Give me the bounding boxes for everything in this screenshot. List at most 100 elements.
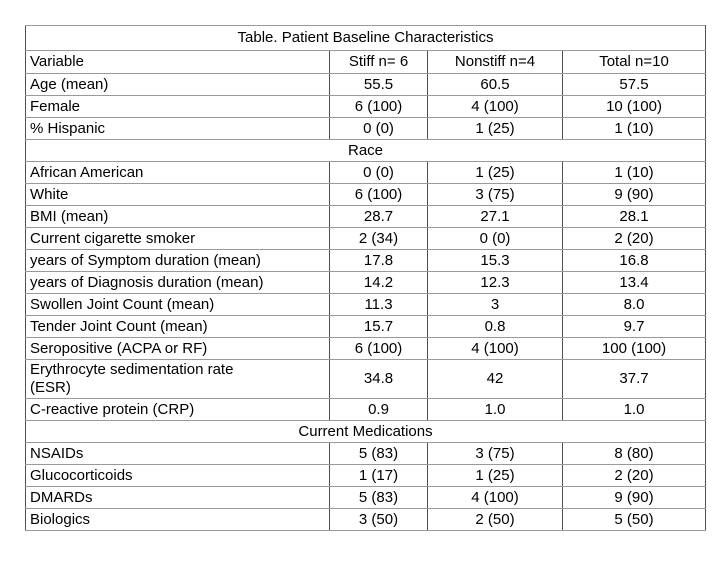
cell-value: 2 (20) (561, 227, 707, 250)
cell-value: 2 (34) (329, 227, 428, 250)
cell-value: 3 (75) (427, 442, 563, 465)
row-label: Female (25, 95, 330, 118)
cell-value: 9.7 (561, 315, 707, 338)
row-label: Swollen Joint Count (mean) (25, 293, 330, 316)
cell-value: 2 (50) (427, 508, 563, 531)
cell-value: 0.8 (427, 315, 563, 338)
cell-value: 60.5 (427, 73, 563, 96)
cell-value: 27.1 (427, 205, 563, 228)
table-head: Table. Patient Baseline Characteristics … (24, 25, 707, 74)
cell-value: 4 (100) (427, 337, 563, 360)
row-label: BMI (mean) (25, 205, 330, 228)
cell-value: 11.3 (329, 293, 428, 316)
cell-value: 34.8 (329, 359, 428, 399)
title-row: Table. Patient Baseline Characteristics (24, 25, 707, 51)
cell-value: 16.8 (561, 249, 707, 272)
cell-value: 15.7 (329, 315, 428, 338)
cell-value: 0 (0) (427, 227, 563, 250)
section-header: Current Medications (24, 420, 707, 443)
cell-value: 1 (25) (427, 161, 563, 184)
cell-value: 15.3 (427, 249, 563, 272)
table-row: C-reactive protein (CRP) 0.9 1.0 1.0 (25, 398, 707, 421)
table-row: Seropositive (ACPA or RF) 6 (100) 4 (100) 1… (25, 337, 707, 360)
cell-value: 1.0 (427, 398, 563, 421)
table-row: % Hispanic 0 (0) 1 (25) 1 (10) (25, 117, 707, 140)
cell-value: 1 (25) (427, 117, 563, 140)
cell-value: 14.2 (329, 271, 428, 294)
cell-value: 6 (100) (329, 95, 428, 118)
table-row: White 6 (100) 3 (75) 9 (90) (25, 183, 707, 206)
section-header: Race (24, 139, 707, 162)
cell-value: 1.0 (561, 398, 707, 421)
cell-value: 5 (83) (329, 442, 428, 465)
cell-value: 100 (100) (561, 337, 707, 360)
cell-value: 5 (83) (329, 486, 428, 509)
row-label: NSAIDs (25, 442, 330, 465)
cell-value: 6 (100) (329, 337, 428, 360)
table-row: Current cigarette smoker 2 (34) 0 (0) 2 (20… (25, 227, 707, 250)
cell-value: 28.1 (561, 205, 707, 228)
table-row: Erythrocyte sedimentation rate (ESR) 34.8… (25, 359, 707, 399)
cell-value: 4 (100) (427, 486, 563, 509)
table-row: DMARDs 5 (83) 4 (100) 9 (90) (25, 486, 707, 509)
table-row: Age (mean) 55.5 60.5 57.5 (25, 73, 707, 96)
table-row: Tender Joint Count (mean) 15.7 0.8 9.7 (25, 315, 707, 338)
row-label: African American (25, 161, 330, 184)
cell-value: 13.4 (561, 271, 707, 294)
table-row: Biologics 3 (50) 2 (50) 5 (50) (25, 508, 707, 531)
row-label: Age (mean) (25, 73, 330, 96)
row-label: White (25, 183, 330, 206)
row-label: Glucocorticoids (25, 464, 330, 487)
cell-value: 1 (10) (561, 117, 707, 140)
row-label: DMARDs (25, 486, 330, 509)
row-label: % Hispanic (25, 117, 330, 140)
cell-value: 9 (90) (561, 486, 707, 509)
cell-value: 1 (17) (329, 464, 428, 487)
section-row: Race (24, 139, 707, 162)
row-label: Erythrocyte sedimentation rate (ESR) (25, 359, 330, 399)
column-header: Total n=10 (561, 50, 707, 74)
cell-value: 55.5 (329, 73, 428, 96)
cell-value: 42 (427, 359, 563, 399)
table-body: Age (mean) 55.5 60.5 57.5 Female 6 (100) 4 (10… (24, 73, 707, 531)
table-row: years of Symptom duration (mean) 17.8 15.3… (25, 249, 707, 272)
cell-value: 3 (427, 293, 563, 316)
cell-value: 0 (0) (329, 161, 428, 184)
cell-value: 28.7 (329, 205, 428, 228)
cell-value: 1 (10) (561, 161, 707, 184)
cell-value: 3 (50) (329, 508, 428, 531)
cell-value: 9 (90) (561, 183, 707, 206)
row-label: years of Symptom duration (mean) (25, 249, 330, 272)
column-header-row: Variable Stiff n= 6 Nonstiff n=4 Total n=10 (25, 50, 707, 74)
cell-value: 10 (100) (561, 95, 707, 118)
row-label: years of Diagnosis duration (mean) (25, 271, 330, 294)
table-title: Table. Patient Baseline Characteristics (24, 25, 707, 51)
cell-value: 0.9 (329, 398, 428, 421)
cell-value: 4 (100) (427, 95, 563, 118)
row-label: Seropositive (ACPA or RF) (25, 337, 330, 360)
row-label: Current cigarette smoker (25, 227, 330, 250)
table-row: NSAIDs 5 (83) 3 (75) 8 (80) (25, 442, 707, 465)
row-label: Biologics (25, 508, 330, 531)
cell-value: 57.5 (561, 73, 707, 96)
cell-value: 17.8 (329, 249, 428, 272)
table-row: African American 0 (0) 1 (25) 1 (10) (25, 161, 707, 184)
cell-value: 8 (80) (561, 442, 707, 465)
section-row: Current Medications (24, 420, 707, 443)
table-row: Swollen Joint Count (mean) 11.3 3 8.0 (25, 293, 707, 316)
row-label: C-reactive protein (CRP) (25, 398, 330, 421)
cell-value: 0 (0) (329, 117, 428, 140)
cell-value: 3 (75) (427, 183, 563, 206)
cell-value: 5 (50) (561, 508, 707, 531)
column-header: Stiff n= 6 (329, 50, 428, 74)
table-row: Glucocorticoids 1 (17) 1 (25) 2 (20) (25, 464, 707, 487)
baseline-characteristics-table: Table. Patient Baseline Characteristics … (24, 25, 707, 531)
row-label: Tender Joint Count (mean) (25, 315, 330, 338)
table-row: years of Diagnosis duration (mean) 14.2 12… (25, 271, 707, 294)
cell-value: 2 (20) (561, 464, 707, 487)
cell-value: 8.0 (561, 293, 707, 316)
table-row: BMI (mean) 28.7 27.1 28.1 (25, 205, 707, 228)
cell-value: 6 (100) (329, 183, 428, 206)
cell-value: 12.3 (427, 271, 563, 294)
